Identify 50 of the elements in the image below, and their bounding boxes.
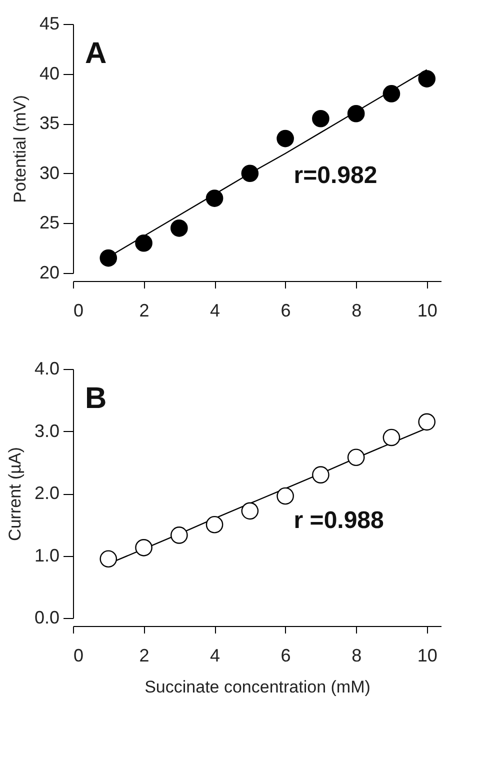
- point: [100, 249, 118, 267]
- x-tick-label: 2: [139, 300, 150, 320]
- x-axis-title: Succinate concentration (mM): [144, 678, 370, 696]
- x-tick-label: 0: [74, 300, 84, 320]
- annotation: B: [85, 382, 107, 415]
- y-tick-label: 3.0: [34, 420, 60, 441]
- point: [312, 110, 330, 128]
- y-tick-label: 1.0: [34, 545, 60, 566]
- y-tick-label: 2.0: [34, 483, 60, 503]
- point: [241, 502, 259, 520]
- y-tick-label: 4.0: [34, 358, 60, 378]
- point: [312, 466, 330, 484]
- annotation: A: [85, 37, 107, 70]
- x-tick-label: 8: [352, 300, 362, 320]
- x-tick-label: 4: [210, 646, 220, 666]
- point: [418, 70, 436, 88]
- y-axis-title: Current (µA): [5, 447, 24, 541]
- x-tick-label: 0: [74, 646, 84, 666]
- point: [206, 516, 224, 534]
- x-tick-label: 6: [280, 300, 291, 320]
- x-tick-label: 2: [139, 646, 150, 666]
- annotation: r =0.988: [294, 506, 384, 534]
- point: [170, 220, 188, 237]
- x-tick-label: 10: [417, 300, 438, 320]
- annotation: r=0.982: [294, 162, 378, 189]
- x-tick-label: 6: [280, 646, 291, 666]
- x-tick-label: 4: [210, 300, 220, 320]
- point: [170, 526, 188, 544]
- point: [347, 104, 365, 122]
- point: [206, 190, 224, 207]
- point: [100, 550, 118, 568]
- y-tick-label: 35: [39, 113, 60, 134]
- x-tick-label: 10: [417, 646, 438, 666]
- point: [347, 448, 365, 466]
- point: [241, 164, 259, 182]
- y-tick-label: 20: [39, 262, 60, 282]
- point: [276, 130, 294, 148]
- point: [276, 487, 294, 505]
- y-axis-title: Potential (mV): [10, 95, 30, 203]
- point: [418, 413, 436, 431]
- y-tick-label: 25: [39, 212, 60, 233]
- y-tick-label: 0.0: [34, 608, 60, 628]
- x-tick-label: 8: [352, 646, 362, 666]
- point: [135, 539, 152, 556]
- y-tick-label: 45: [39, 14, 60, 34]
- y-tick-label: 30: [39, 162, 60, 183]
- point: [382, 428, 400, 446]
- point: [135, 234, 152, 252]
- point: [382, 85, 400, 102]
- y-tick-label: 40: [39, 63, 60, 84]
